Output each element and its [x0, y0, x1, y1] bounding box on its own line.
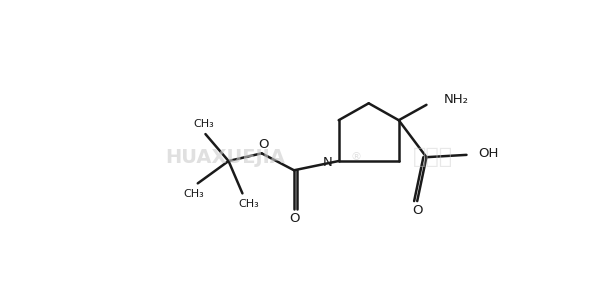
- Text: HUAXUEJIA: HUAXUEJIA: [165, 148, 285, 167]
- Text: 化学加: 化学加: [413, 147, 453, 167]
- Text: NH₂: NH₂: [443, 93, 469, 106]
- Text: O: O: [412, 204, 423, 217]
- Text: O: O: [259, 138, 269, 151]
- Text: CH₃: CH₃: [183, 189, 204, 199]
- Text: ®: ®: [350, 152, 361, 162]
- Text: N: N: [323, 156, 333, 169]
- Text: CH₃: CH₃: [194, 119, 214, 129]
- Text: OH: OH: [478, 147, 498, 160]
- Text: CH₃: CH₃: [238, 199, 259, 209]
- Text: O: O: [289, 212, 300, 224]
